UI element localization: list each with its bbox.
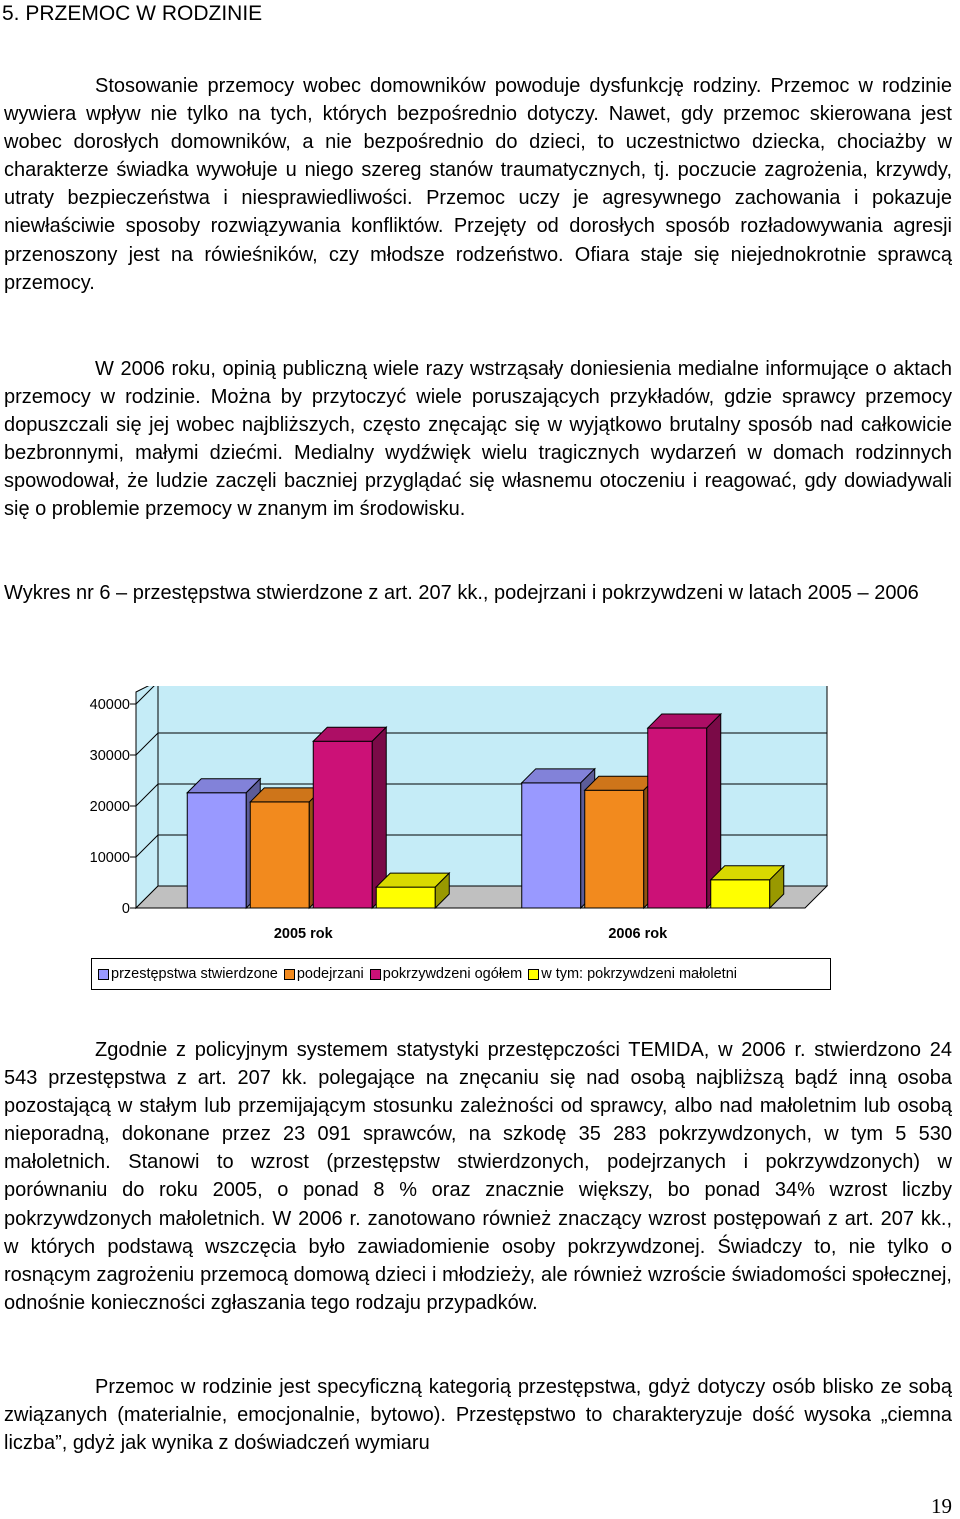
chart-legend: przestępstwa stwierdzone podejrzani pokrzy… [91,958,831,990]
bar-chart: 0 10000 20000 30000 40000 2005 rok 2006 rok [90,686,829,942]
legend-label: podejrzani [296,966,364,982]
paragraph-3: Zgodnie z policyjnym systemem statystyki… [4,1039,952,1314]
paragraph-2: W 2006 roku, opinią publiczną wiele razy… [4,358,952,521]
bar-front [647,727,708,909]
bar-1-3 [709,864,785,910]
bar-0-2 [312,726,388,910]
legend-swatch [369,968,381,980]
legend-label: w tym: pokrzywdzeni małoletni [541,966,738,982]
bar-front [710,879,771,909]
chart-side-wall [135,686,159,910]
bar-front [584,789,645,909]
legend-item: pokrzywdzeni ogółem [369,966,523,982]
legend-swatch [283,968,295,980]
legend-item: przestępstwa stwierdzone [98,966,278,982]
legend-swatch [528,968,540,980]
y-tick-label: 10000 [90,850,130,866]
paragraph-4: Przemoc w rodzinie jest specyficzną kate… [4,1376,952,1455]
section-heading: 5. PRZEMOC W RODZINIE [2,2,263,25]
paragraph-1: Stosowanie przemocy wobec domowników pow… [4,75,952,294]
bar-front [375,886,436,909]
y-tick-label: 40000 [90,697,130,713]
page-number: 19 [931,1494,952,1518]
legend-item: w tym: pokrzywdzeni małoletni [528,966,737,982]
bar-side [769,864,785,910]
gridline-depth [135,834,159,858]
gridline-depth [135,686,155,705]
bar-front [312,740,373,909]
bar-1-2 [646,712,722,910]
y-tick-label: 30000 [90,748,130,764]
legend-item: podejrzani [283,966,364,982]
bar-0-0 [186,777,262,910]
bar-0-3 [375,871,451,910]
y-tick-label: 0 [122,901,130,917]
y-tick-label: 20000 [90,799,130,815]
x-category-label: 2005 rok [274,926,334,942]
bar-front [249,801,310,909]
legend-label: pokrzywdzeni ogółem [382,966,523,982]
bar-side [434,871,450,910]
x-category-label: 2006 rok [608,926,668,942]
bar-1-0 [520,767,596,910]
bar-0-1 [249,786,325,910]
bar-front [521,782,582,909]
bar-1-1 [583,775,659,910]
gridline-depth [135,732,159,756]
legend-swatch [98,968,109,980]
bar-front [186,792,247,909]
gridline-depth [135,783,159,807]
chart-caption: Wykres nr 6 – przestępstwa stwierdzone z… [4,582,919,604]
legend-label: przestępstwa stwierdzone [111,966,278,982]
